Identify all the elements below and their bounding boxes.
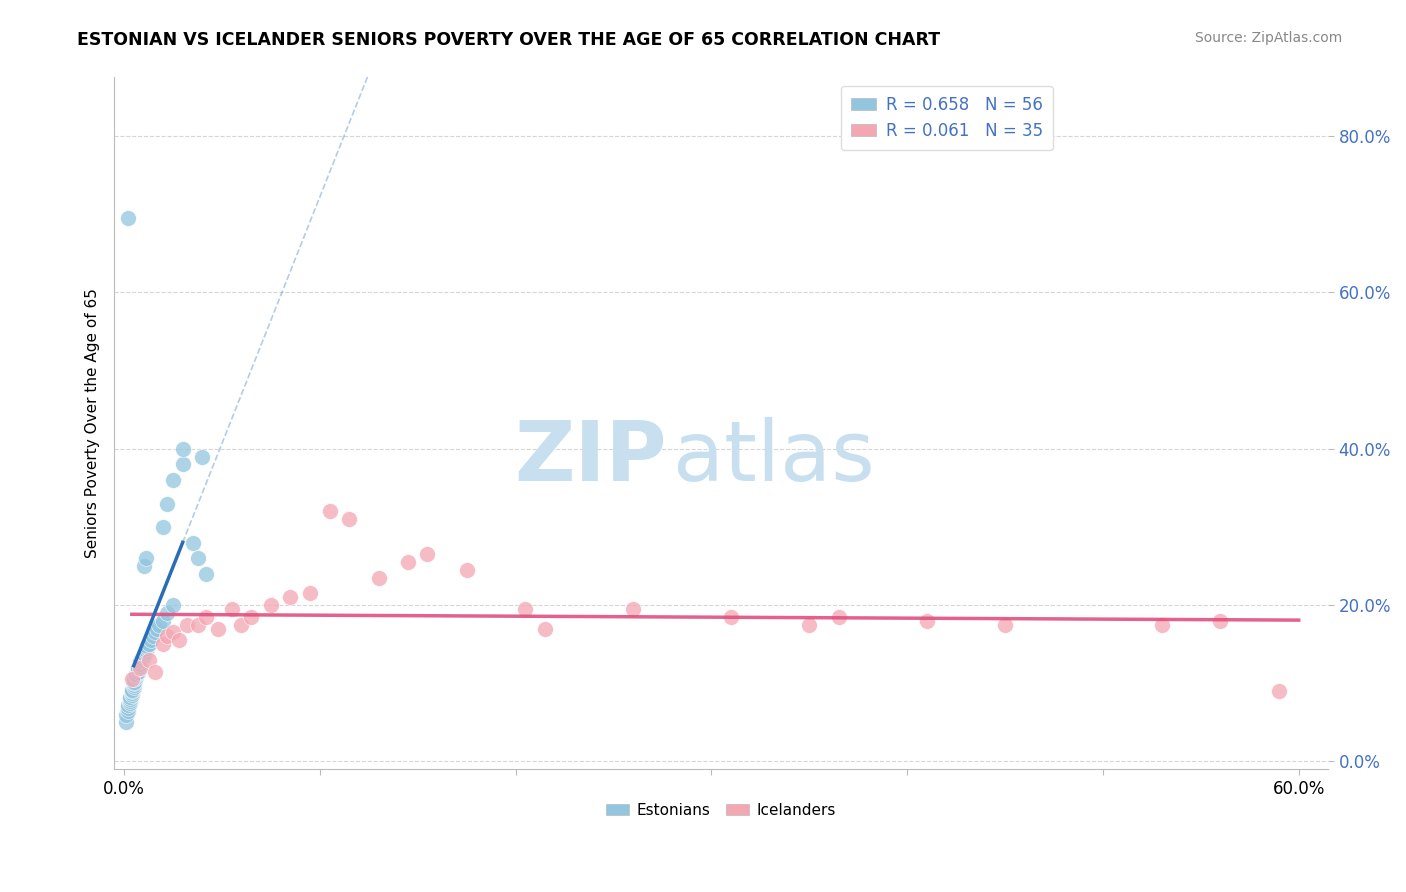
Point — [128, 659, 150, 673]
Point — [127, 665, 149, 679]
Point — [134, 551, 156, 566]
Point — [142, 629, 165, 643]
Point — [138, 653, 160, 667]
Point — [141, 633, 163, 648]
Point — [134, 645, 156, 659]
Point — [127, 661, 149, 675]
Point — [191, 450, 214, 464]
Text: Source: ZipAtlas.com: Source: ZipAtlas.com — [1195, 31, 1343, 45]
Point — [181, 535, 204, 549]
Point — [298, 586, 321, 600]
Point — [131, 651, 153, 665]
Point — [122, 674, 145, 689]
Point — [146, 622, 169, 636]
Point — [231, 617, 253, 632]
Point — [720, 610, 742, 624]
Point — [240, 610, 263, 624]
Point — [176, 617, 198, 632]
Point — [994, 617, 1017, 632]
Point — [167, 633, 190, 648]
Point — [127, 662, 149, 676]
Text: ESTONIAN VS ICELANDER SENIORS POVERTY OVER THE AGE OF 65 CORRELATION CHART: ESTONIAN VS ICELANDER SENIORS POVERTY OV… — [77, 31, 941, 49]
Point — [121, 684, 143, 698]
Point — [121, 673, 143, 687]
Point — [148, 617, 170, 632]
Point — [172, 458, 194, 472]
Point — [260, 598, 283, 612]
Point — [915, 614, 938, 628]
Point — [534, 622, 557, 636]
Point — [1150, 617, 1173, 632]
Point — [799, 617, 821, 632]
Point — [132, 559, 155, 574]
Point — [125, 670, 148, 684]
Point — [121, 682, 143, 697]
Point — [132, 648, 155, 663]
Point — [122, 680, 145, 694]
Point — [515, 602, 537, 616]
Point — [1209, 614, 1232, 628]
Point — [367, 571, 389, 585]
Point — [162, 598, 184, 612]
Point — [136, 639, 159, 653]
Point — [152, 637, 174, 651]
Point — [128, 661, 150, 675]
Point — [172, 442, 194, 456]
Point — [117, 701, 139, 715]
Point — [156, 629, 179, 643]
Point — [416, 547, 439, 561]
Point — [122, 673, 145, 687]
Point — [318, 504, 340, 518]
Point — [115, 707, 138, 722]
Point — [121, 688, 143, 702]
Point — [128, 657, 150, 671]
Point — [396, 555, 419, 569]
Point — [125, 668, 148, 682]
Point — [143, 625, 166, 640]
Text: atlas: atlas — [672, 417, 875, 499]
Point — [138, 637, 160, 651]
Point — [156, 606, 179, 620]
Point — [132, 647, 155, 661]
Point — [128, 655, 150, 669]
Point — [187, 551, 209, 566]
Legend: Estonians, Icelanders: Estonians, Icelanders — [600, 797, 842, 824]
Y-axis label: Seniors Poverty Over the Age of 65: Seniors Poverty Over the Age of 65 — [86, 288, 100, 558]
Point — [131, 653, 153, 667]
Point — [118, 693, 141, 707]
Point — [280, 591, 302, 605]
Point — [152, 614, 174, 628]
Text: ZIP: ZIP — [515, 417, 666, 499]
Point — [117, 211, 139, 226]
Point — [162, 473, 184, 487]
Point — [162, 625, 184, 640]
Point — [136, 641, 159, 656]
Point — [121, 686, 143, 700]
Point — [115, 715, 138, 730]
Point — [118, 696, 141, 710]
Point — [118, 692, 141, 706]
Point — [122, 678, 145, 692]
Point — [118, 690, 141, 705]
Point — [134, 643, 156, 657]
Point — [117, 698, 139, 713]
Point — [195, 566, 218, 581]
Point — [117, 704, 139, 718]
Point — [143, 665, 166, 679]
Point — [456, 563, 478, 577]
Point — [207, 622, 229, 636]
Point — [195, 610, 218, 624]
Point — [156, 496, 179, 510]
Point — [152, 520, 174, 534]
Point — [827, 610, 849, 624]
Point — [221, 602, 243, 616]
Point — [122, 676, 145, 690]
Point — [187, 617, 209, 632]
Point — [621, 602, 644, 616]
Point — [1268, 684, 1291, 698]
Point — [337, 512, 360, 526]
Point — [125, 667, 148, 681]
